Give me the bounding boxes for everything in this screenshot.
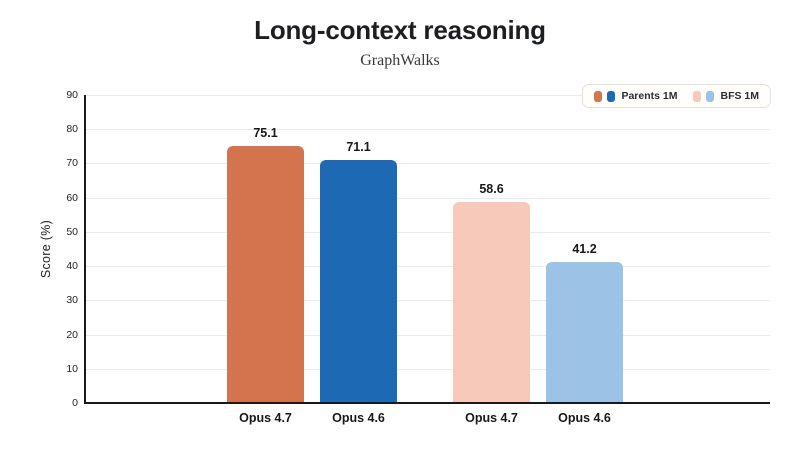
x-axis-category-label-0-opus-4-7: Opus 4.7: [239, 411, 292, 425]
legend-swatch-bfs-opus-4-7-icon: [693, 90, 702, 102]
x-axis-category-label-1-opus-4-6: Opus 4.6: [332, 411, 385, 425]
gridline-80: [85, 129, 770, 131]
bar-bfs-1m-opus-4-7: [453, 202, 530, 403]
legend-label-bfs-1m: BFS 1M: [720, 90, 759, 102]
y-tick-label-40: 40: [66, 260, 78, 273]
gridline-20: [85, 334, 770, 336]
gridline-90: [85, 95, 770, 96]
y-tick-label-30: 30: [66, 294, 78, 307]
bar-parents-1m-opus-4-7: [227, 145, 304, 403]
gridline-70: [85, 163, 770, 165]
y-tick-label-20: 20: [66, 328, 78, 341]
legend-label-parents-1m: Parents 1M: [621, 90, 678, 102]
chart-title: Long-context reasoning: [254, 15, 546, 45]
gridline-30: [85, 300, 770, 302]
legend-swatch-bfs-opus-4-6-icon: [706, 90, 715, 102]
chart-subtitle: GraphWalks: [360, 52, 440, 69]
legend-swatch-parents-opus-4-6-icon: [607, 90, 616, 102]
y-tick-label-70: 70: [66, 157, 78, 170]
legend-entry-bfs-1m: BFS 1M: [693, 90, 759, 102]
bar-parents-1m-opus-4-6: [320, 159, 397, 403]
bar-value-label-parents-1m-opus-4-7: 75.1: [253, 125, 278, 140]
y-tick-label-0: 0: [72, 397, 78, 409]
y-tick-label-90: 90: [66, 89, 78, 101]
gridline-60: [85, 197, 770, 199]
gridline-10: [85, 368, 770, 370]
gridline-50: [85, 231, 770, 233]
bar-value-label-bfs-1m-opus-4-7: 58.6: [479, 182, 504, 197]
y-tick-label-50: 50: [66, 225, 78, 238]
y-tick-label-10: 10: [66, 362, 78, 375]
x-axis-category-label-3-opus-4-6: Opus 4.6: [558, 411, 611, 425]
y-axis-line: [84, 95, 86, 403]
legend-swatch-parents-opus-4-7-icon: [594, 90, 603, 102]
y-tick-label-80: 80: [66, 123, 78, 136]
bar-value-label-bfs-1m-opus-4-6: 41.2: [572, 242, 597, 256]
gridline-40: [85, 266, 770, 268]
legend-entry-parents-1m: Parents 1M: [594, 90, 677, 102]
x-axis-line: [84, 402, 770, 404]
bar-bfs-1m-opus-4-6: [546, 262, 623, 403]
legend: Parents 1M BFS 1M: [582, 84, 771, 108]
y-tick-label-60: 60: [66, 191, 78, 204]
x-axis-category-label-2-opus-4-7: Opus 4.7: [465, 411, 518, 425]
bar-value-label-parents-1m-opus-4-6: 71.1: [346, 139, 371, 154]
